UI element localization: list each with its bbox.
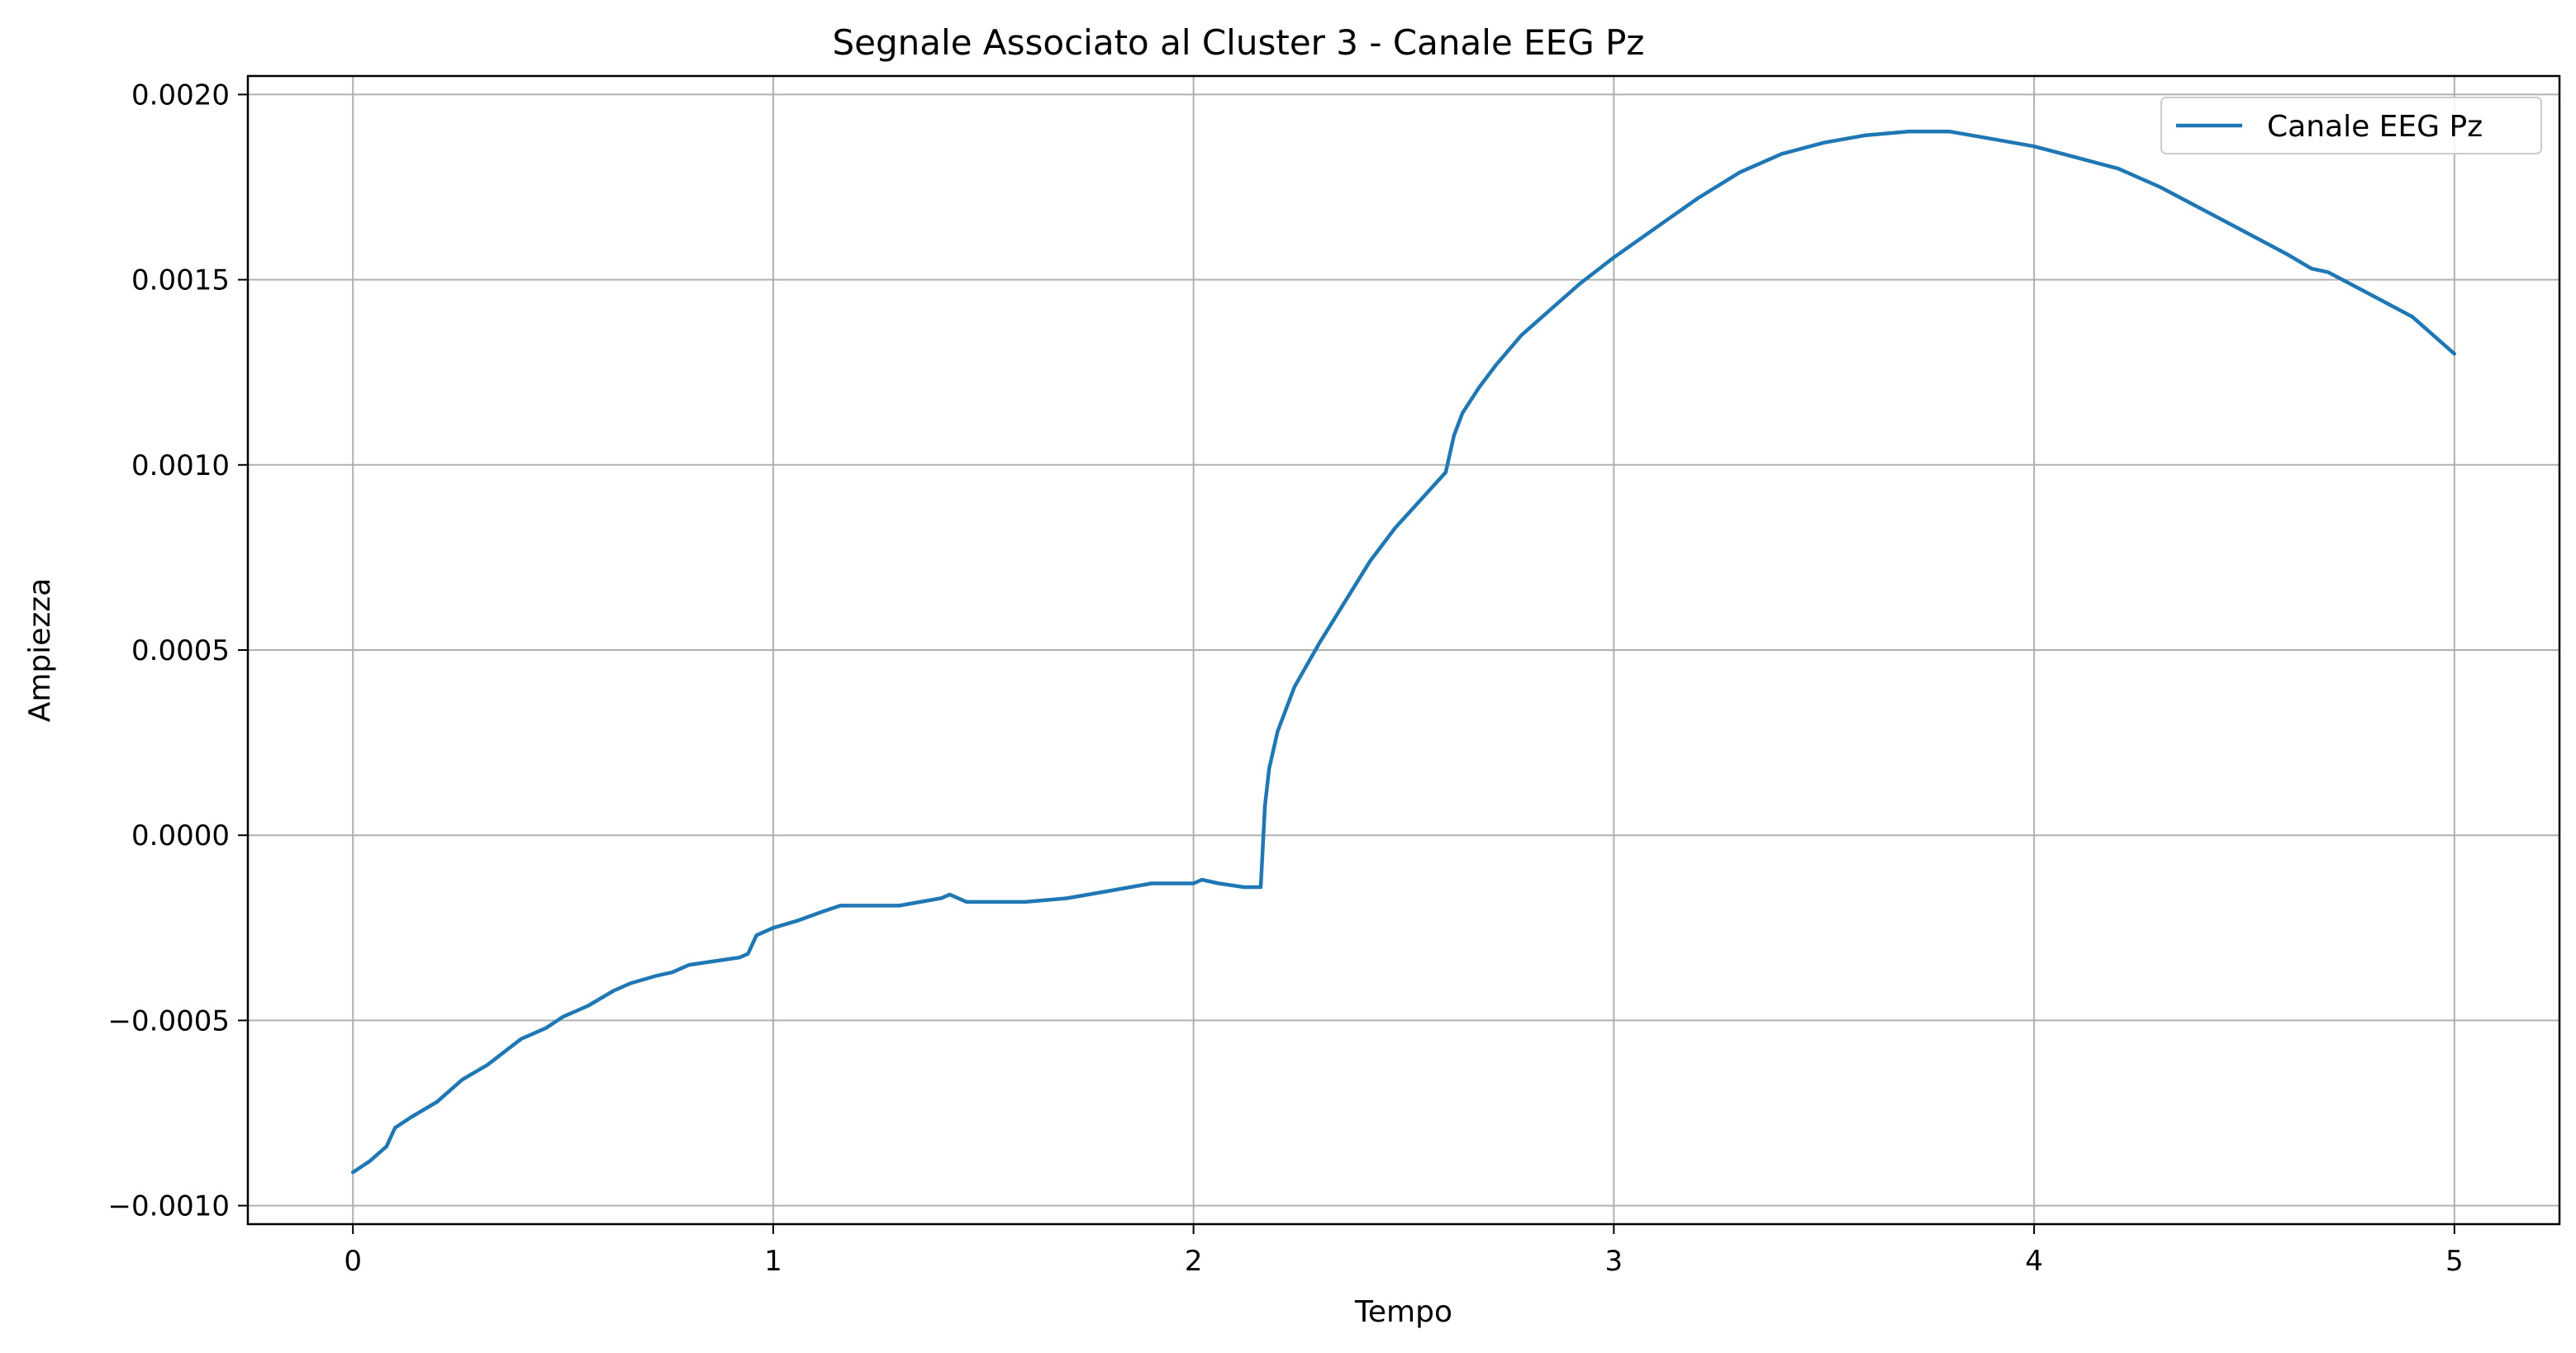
series-line bbox=[350, 130, 2457, 1175]
legend-box bbox=[2160, 97, 2542, 154]
grid bbox=[248, 76, 2559, 1224]
x-tick-label: 5 bbox=[2445, 1245, 2464, 1278]
y-tick-label: 0.0000 bbox=[131, 819, 230, 852]
chart-title: Segnale Associato al Cluster 3 - Canale … bbox=[833, 22, 1645, 63]
y-tick-label: 0.0020 bbox=[131, 78, 230, 112]
series-layer bbox=[350, 130, 2457, 1175]
y-tick-label: −0.0005 bbox=[108, 1004, 230, 1037]
axis-ticks: 0 1 2 3 4 5 −0.0010 −0.0005 0.0000 0.0005 0.0010 0.… bbox=[108, 78, 2464, 1278]
y-tick-label: −0.0010 bbox=[108, 1190, 230, 1223]
x-tick-label: 4 bbox=[2025, 1245, 2043, 1278]
legend-label: Canale EEG Pz bbox=[2267, 110, 2483, 144]
y-axis-label: Ampiezza bbox=[23, 578, 57, 723]
y-tick-label: 0.0010 bbox=[131, 449, 230, 482]
y-tick-label: 0.0005 bbox=[131, 634, 230, 667]
y-tick-label: 0.0015 bbox=[131, 264, 230, 297]
x-tick-label: 2 bbox=[1185, 1245, 1203, 1278]
plot-frame bbox=[246, 74, 2561, 1226]
x-tick-label: 3 bbox=[1605, 1245, 1623, 1278]
x-tick-label: 1 bbox=[764, 1245, 782, 1278]
x-axis-label: Tempo bbox=[1354, 1295, 1452, 1329]
legend: Canale EEG Pz bbox=[2160, 97, 2542, 154]
x-tick-label: 0 bbox=[344, 1245, 362, 1278]
